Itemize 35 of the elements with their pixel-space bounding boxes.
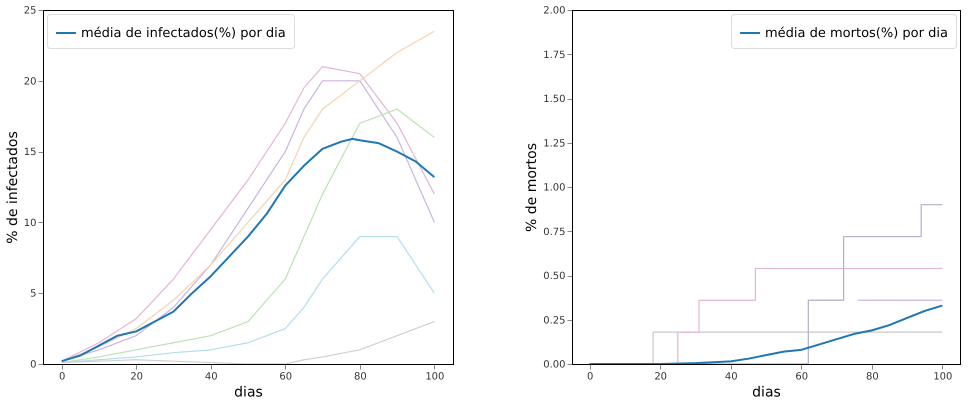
y-tick-label: 0.75 [543,226,566,238]
line-series [588,304,944,364]
x-tick-label: 20 [654,372,668,382]
legend-label: média de infectados(%) por dia [81,26,286,41]
y-tick-label: 1.50 [543,94,566,105]
y-tick-label: 25 [24,6,36,16]
y-tick-label: 1.25 [543,138,566,150]
x-tick-label: 100 [933,372,952,382]
x-tick-label: 40 [724,372,738,382]
y-tick-label: 5 [30,288,36,300]
y-axis-title: % de infectados [4,131,21,244]
y-tick-label: 2.00 [543,6,566,16]
y-tick-label: 1.75 [543,50,566,61]
y-tick-label: 15 [24,147,36,158]
x-tick-label: 80 [354,372,367,382]
x-tick-label: 20 [130,372,144,382]
y-tick-label: 0.00 [543,360,566,370]
x-tick-label: 60 [795,372,808,382]
y-tick-label: 0.25 [543,315,566,326]
y-axis-title: % de mortos [524,142,540,232]
line-series [61,320,435,364]
y-tick-label: 0.50 [543,271,566,282]
y-tick-label: 0 [30,360,36,370]
y-tick-label: 20 [24,76,36,88]
x-axis-title: dias [234,384,263,400]
legend-label: média de mortos(%) por dia [765,26,948,41]
x-tick-label: 80 [866,372,879,382]
x-tick-label: 60 [279,372,292,382]
x-tick-label: 100 [425,372,444,382]
x-tick-label: 0 [586,372,594,382]
x-tick-label: 40 [204,372,218,382]
x-axis-title: dias [752,384,781,400]
y-tick-label: 10 [24,218,36,229]
x-tick-label: 0 [58,372,66,382]
y-tick-label: 1.00 [543,182,566,194]
